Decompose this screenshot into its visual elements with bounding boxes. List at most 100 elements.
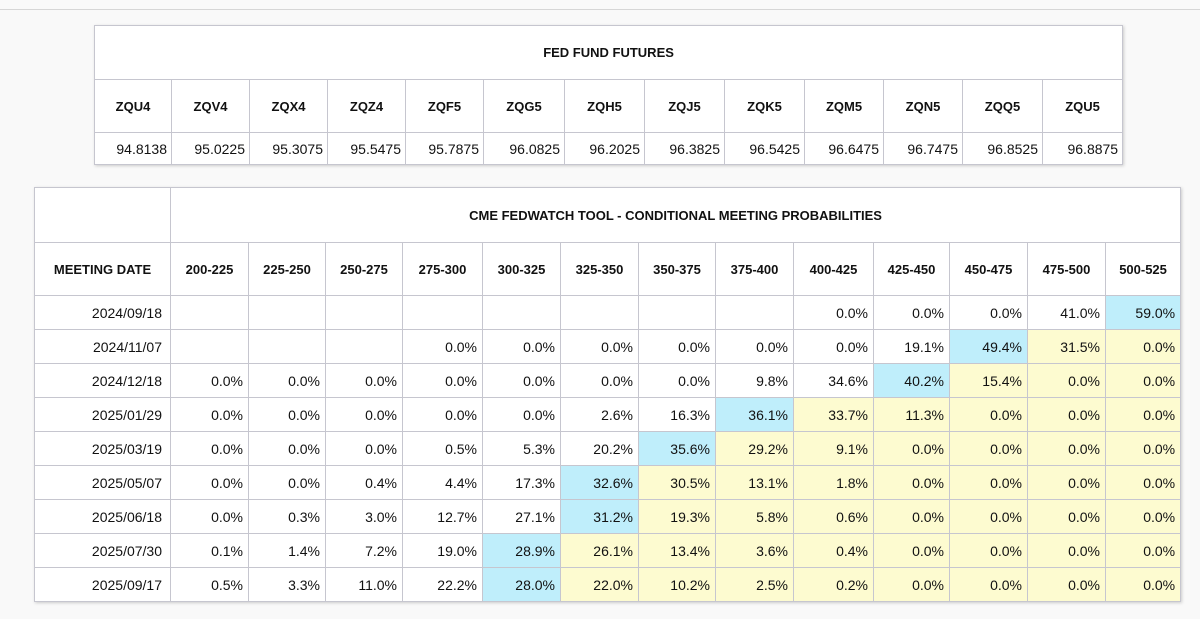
meeting-row: 2025/06/18 0.0% 0.3% 3.0% 12.7% 27.1% 31.2% 19.… bbox=[34, 499, 1182, 534]
contract-price-zqu5: 96.8875 bbox=[1041, 132, 1124, 165]
contract-price-zqm5: 96.6475 bbox=[804, 132, 884, 165]
probability-cell: 0.0% bbox=[793, 295, 874, 330]
contract-header-zqj5: ZQJ5 bbox=[644, 79, 725, 133]
probability-cell: 0.0% bbox=[1104, 499, 1182, 534]
probability-cell bbox=[482, 295, 561, 330]
probability-cell: 11.0% bbox=[325, 567, 403, 602]
probability-cell: 0.0% bbox=[325, 397, 403, 432]
rate-range-header-375-400: 375-400 bbox=[715, 242, 794, 296]
rate-range-header-225-250: 225-250 bbox=[248, 242, 326, 296]
probability-cell: 22.2% bbox=[402, 567, 483, 602]
meeting-date-cell: 2025/06/18 bbox=[34, 499, 171, 534]
meeting-date-cell: 2025/09/17 bbox=[34, 567, 171, 602]
probability-cell: 0.0% bbox=[949, 397, 1028, 432]
probability-cell: 0.6% bbox=[793, 499, 874, 534]
contract-price-zqz4: 95.5475 bbox=[327, 132, 406, 165]
probability-cell: 0.0% bbox=[873, 567, 950, 602]
probability-cell: 0.0% bbox=[560, 329, 639, 364]
probability-cell: 3.0% bbox=[325, 499, 403, 534]
contract-header-zqu4: ZQU4 bbox=[94, 79, 172, 133]
contract-price-zqu4: 94.8138 bbox=[94, 132, 172, 165]
probability-cell bbox=[560, 295, 639, 330]
probability-cell: 0.0% bbox=[873, 431, 950, 466]
contract-price-zqn5: 96.7475 bbox=[883, 132, 963, 165]
meeting-row: 2024/09/18 0.0% 0.0% 0.0% 41.0% 59.0% bbox=[34, 295, 1182, 330]
rate-range-header-250-275: 250-275 bbox=[325, 242, 403, 296]
probability-cell: 0.0% bbox=[170, 431, 249, 466]
rate-range-header-450-475: 450-475 bbox=[949, 242, 1028, 296]
probability-cell: 0.0% bbox=[402, 329, 483, 364]
probability-cell: 12.7% bbox=[402, 499, 483, 534]
probability-cell: 0.0% bbox=[638, 329, 716, 364]
probability-cell: 0.0% bbox=[873, 533, 950, 568]
probability-cell: 0.0% bbox=[482, 363, 561, 398]
probability-cell: 0.0% bbox=[1104, 533, 1182, 568]
meeting-date-cell: 2025/05/07 bbox=[34, 465, 171, 500]
contract-header-zqg5: ZQG5 bbox=[483, 79, 565, 133]
probability-cell: 0.0% bbox=[1027, 431, 1106, 466]
probability-cell: 35.6% bbox=[638, 431, 716, 466]
meeting-row: 2025/03/19 0.0% 0.0% 0.0% 0.5% 5.3% 20.2% 35.6%… bbox=[34, 431, 1182, 466]
rate-range-header-350-375: 350-375 bbox=[638, 242, 716, 296]
probability-cell: 0.0% bbox=[1027, 567, 1106, 602]
meeting-date-cell: 2025/01/29 bbox=[34, 397, 171, 432]
probability-cell: 33.7% bbox=[793, 397, 874, 432]
fed-fund-futures-table: FED FUND FUTURES ZQU4 ZQV4 ZQX4 ZQZ4 ZQF5 ZQG… bbox=[93, 25, 1124, 165]
probability-cell: 20.2% bbox=[560, 431, 639, 466]
probability-cell: 30.5% bbox=[638, 465, 716, 500]
probability-cell: 28.0% bbox=[482, 567, 561, 602]
contract-price-zqj5: 96.3825 bbox=[644, 132, 725, 165]
probability-cell: 0.0% bbox=[949, 295, 1028, 330]
rate-range-header-425-450: 425-450 bbox=[873, 242, 950, 296]
probability-cell: 10.2% bbox=[638, 567, 716, 602]
probability-cell: 0.0% bbox=[873, 499, 950, 534]
contract-price-zqg5: 96.0825 bbox=[483, 132, 565, 165]
probability-cell: 0.0% bbox=[873, 465, 950, 500]
contract-price-zqv4: 95.0225 bbox=[171, 132, 250, 165]
probability-cell: 19.3% bbox=[638, 499, 716, 534]
meeting-row: 2025/01/29 0.0% 0.0% 0.0% 0.0% 0.0% 2.6% 16.3% 3… bbox=[34, 397, 1182, 432]
probability-cell: 0.0% bbox=[402, 363, 483, 398]
probability-cell: 22.0% bbox=[560, 567, 639, 602]
probability-cell: 0.2% bbox=[793, 567, 874, 602]
probability-cell: 0.0% bbox=[248, 431, 326, 466]
contract-header-zqh5: ZQH5 bbox=[564, 79, 645, 133]
probability-cell: 0.0% bbox=[1027, 363, 1106, 398]
probability-cell: 32.6% bbox=[560, 465, 639, 500]
probability-cell: 0.0% bbox=[482, 397, 561, 432]
probability-cell: 1.8% bbox=[793, 465, 874, 500]
meeting-row: 2024/11/07 0.0% 0.0% 0.0% 0.0% 0.0% 0.0% 19.1% 4… bbox=[34, 329, 1182, 364]
probability-cell: 2.6% bbox=[560, 397, 639, 432]
probability-cell: 0.0% bbox=[325, 431, 403, 466]
probability-cell bbox=[248, 295, 326, 330]
probability-cell: 0.0% bbox=[873, 295, 950, 330]
probability-cell: 36.1% bbox=[715, 397, 794, 432]
contract-header-zqv4: ZQV4 bbox=[171, 79, 250, 133]
probability-cell: 0.0% bbox=[949, 499, 1028, 534]
probability-cell: 0.0% bbox=[715, 329, 794, 364]
probability-cell: 2.5% bbox=[715, 567, 794, 602]
probability-cell: 3.6% bbox=[715, 533, 794, 568]
meeting-date-cell: 2025/07/30 bbox=[34, 533, 171, 568]
probability-cell: 0.0% bbox=[1104, 329, 1182, 364]
corner-cell bbox=[34, 187, 171, 243]
contract-header-zqu5: ZQU5 bbox=[1041, 79, 1124, 133]
probability-cell: 59.0% bbox=[1104, 295, 1182, 330]
rate-range-header-300-325: 300-325 bbox=[482, 242, 561, 296]
probability-cell: 0.0% bbox=[1104, 397, 1182, 432]
contract-header-zqz4: ZQZ4 bbox=[327, 79, 406, 133]
contract-price-zqx4: 95.3075 bbox=[249, 132, 328, 165]
probability-cell: 0.0% bbox=[949, 567, 1028, 602]
probability-cell: 0.0% bbox=[949, 465, 1028, 500]
probability-cell: 15.4% bbox=[949, 363, 1028, 398]
meeting-date-cell: 2024/11/07 bbox=[34, 329, 171, 364]
contract-header-zqn5: ZQN5 bbox=[883, 79, 963, 133]
contract-price-zqk5: 96.5425 bbox=[724, 132, 805, 165]
probability-cell: 0.0% bbox=[248, 363, 326, 398]
top-divider bbox=[0, 9, 1200, 10]
probability-cell: 0.0% bbox=[1027, 499, 1106, 534]
meeting-row: 2025/07/30 0.1% 1.4% 7.2% 19.0% 28.9% 26.1% 13.… bbox=[34, 533, 1182, 568]
probability-cell: 0.0% bbox=[638, 363, 716, 398]
rate-range-header-200-225: 200-225 bbox=[170, 242, 249, 296]
probability-cell: 49.4% bbox=[949, 329, 1028, 364]
